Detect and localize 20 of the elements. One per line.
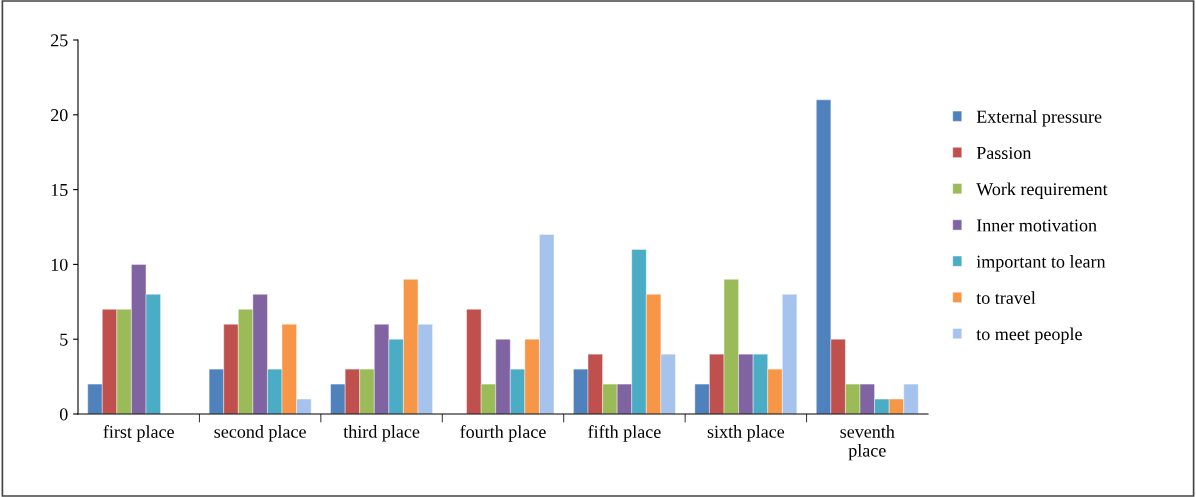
legend-label: Inner motivation xyxy=(976,219,1097,232)
legend-label: important to learn xyxy=(976,255,1106,272)
x-tick-label: seventh place xyxy=(840,425,895,461)
y-tick-label: 5 xyxy=(60,333,68,346)
x-tick-label: sixth place xyxy=(707,425,785,442)
x-tick-label: first place xyxy=(103,425,174,442)
legend-label: Work requirement xyxy=(976,182,1108,199)
legend-label: to meet people xyxy=(976,327,1082,344)
legend-label: External pressure xyxy=(976,110,1102,127)
y-tick-label: 10 xyxy=(51,258,68,271)
x-tick-label: fifth place xyxy=(588,425,661,442)
legend-label: Passion xyxy=(976,146,1032,160)
x-tick-label: fourth place xyxy=(460,425,546,442)
y-tick-label: 15 xyxy=(51,183,68,197)
x-tick-label: third place xyxy=(343,425,420,442)
y-tick-label: 25 xyxy=(51,34,68,47)
y-tick-label: 20 xyxy=(51,109,68,122)
y-tick-label: 0 xyxy=(59,408,68,421)
legend-label: to travel xyxy=(976,291,1036,304)
x-tick-label: second place xyxy=(214,425,306,442)
